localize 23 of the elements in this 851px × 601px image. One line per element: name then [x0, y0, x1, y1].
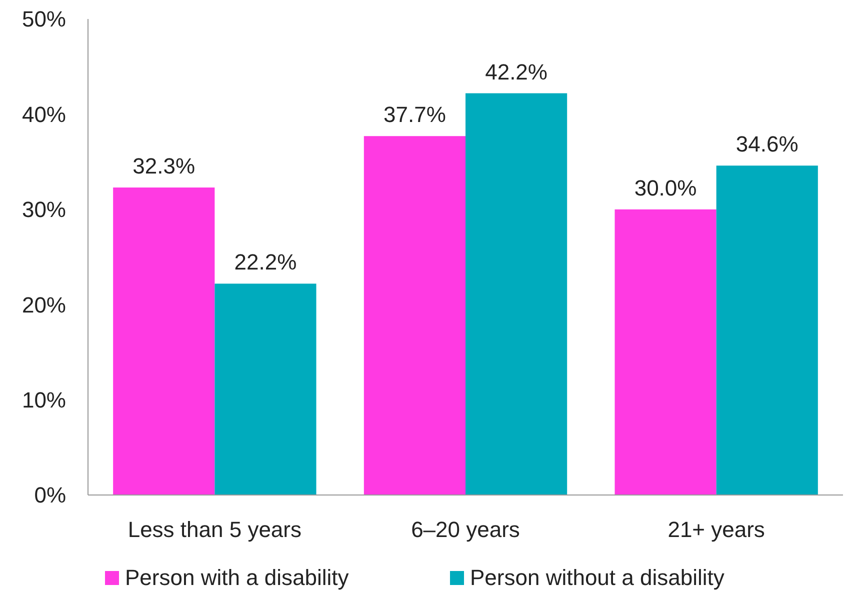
data-label: 22.2% [234, 250, 297, 275]
bar [113, 188, 215, 495]
data-label: 32.3% [132, 154, 196, 179]
y-tick-label: 20% [22, 292, 66, 318]
bar [214, 284, 316, 495]
legend-label: Person with a disability [125, 565, 349, 590]
x-tick-label: 6–20 years [411, 517, 520, 542]
data-label: 34.6% [736, 132, 798, 157]
y-tick-label: 30% [22, 197, 66, 222]
data-label: 42.2% [485, 59, 548, 84]
bar [716, 166, 818, 495]
data-label: 30.0% [634, 175, 697, 200]
y-tick-label: 50% [22, 6, 66, 32]
bar [466, 93, 568, 495]
bar [614, 209, 716, 495]
y-tick-label: 0% [34, 482, 66, 508]
data-label: 37.7% [384, 102, 446, 128]
x-tick-label: 21+ years [668, 517, 765, 542]
bar [364, 136, 466, 495]
x-tick-label: Less than 5 years [128, 517, 302, 542]
y-tick-label: 40% [22, 102, 66, 127]
legend-label: Person without a disability [470, 565, 724, 590]
y-tick-label: 10% [22, 388, 66, 412]
